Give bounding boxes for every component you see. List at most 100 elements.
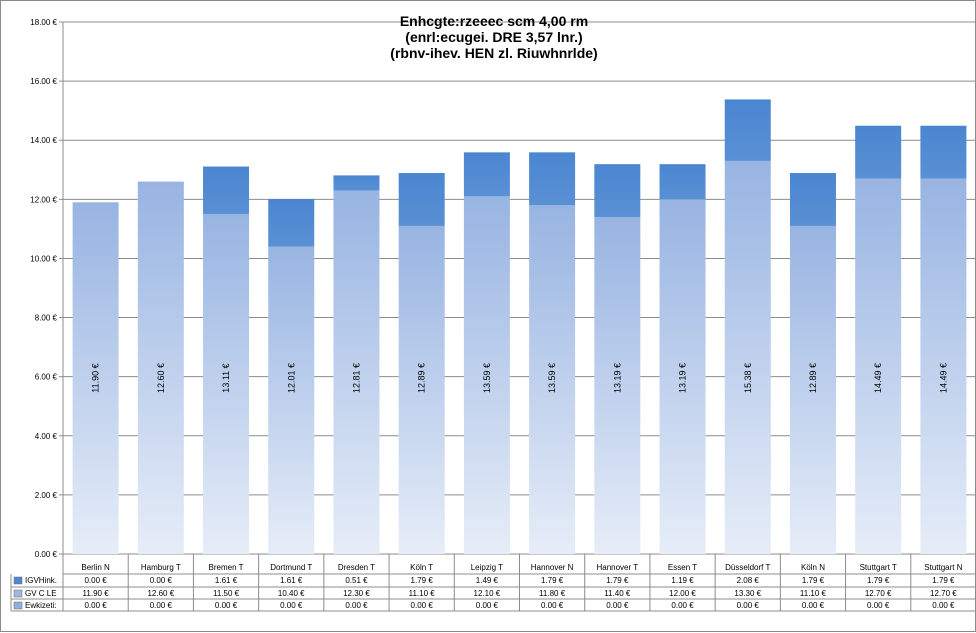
table-cell: 0.00 € (476, 601, 499, 610)
bar-total-label: 12.89 € (417, 363, 427, 393)
bar-total-label: 12.81 € (351, 363, 361, 393)
bar-segment-gv-c-le (268, 246, 315, 554)
category-label: Dresden T (338, 563, 375, 572)
table-cell: 13.30 € (734, 589, 761, 598)
bar-segment-igvhink (203, 166, 250, 215)
table-cell: 1.79 € (606, 576, 629, 585)
table-cell: 0.00 € (215, 601, 238, 610)
bar-segment-gv-c-le (789, 225, 836, 554)
table-cell: 0.00 € (671, 601, 694, 610)
table-cell: 11.90 € (83, 589, 110, 598)
bar-segment-gv-c-le (137, 181, 184, 554)
bar-total-label: 13.19 € (612, 363, 622, 393)
table-cell: 1.49 € (476, 576, 499, 585)
table-cell: 12.00 € (669, 589, 696, 598)
y-tick-label: 4.00 € (35, 432, 58, 441)
bar-segment-gv-c-le (203, 214, 250, 554)
legend-swatch (13, 576, 23, 585)
bar-segment-igvhink (659, 164, 706, 200)
bar-total-label: 14.49 € (873, 363, 883, 393)
legend-label: Ewkizeti: (25, 601, 57, 610)
table-cell: 1.79 € (541, 576, 564, 585)
category-label: Hamburg T (141, 563, 181, 572)
bar-segment-gv-c-le (855, 178, 902, 554)
bar-total-label: 13.59 € (482, 363, 492, 393)
bar-total-label: 15.38 € (743, 363, 753, 393)
bar-segment-gv-c-le (398, 225, 445, 554)
table-cell: 10.40 € (278, 589, 305, 598)
category-label: Leipzig T (471, 563, 503, 572)
gridlines (59, 21, 976, 555)
bar-segment-igvhink (529, 152, 576, 206)
table-cell: 0.00 € (150, 576, 173, 585)
bar-segment-gv-c-le (72, 202, 119, 555)
bar-segment-igvhink (855, 125, 902, 179)
table-cell: 1.61 € (215, 576, 238, 585)
bar-total-label: 11.90 € (91, 363, 101, 392)
bar-segment-gv-c-le (594, 217, 641, 555)
chart-title-line-1: Enhcgte:rzeeec scm 4,00 rm (400, 13, 588, 29)
table-cell: 11.40 € (604, 589, 631, 598)
bar-total-label: 12.89 € (808, 363, 818, 393)
table-cell: 0.00 € (867, 601, 890, 610)
table-cell: 0.00 € (150, 601, 173, 610)
bar-segment-gv-c-le (724, 160, 771, 554)
table-cell: 0.00 € (345, 601, 368, 610)
table-cell: 0.00 € (411, 601, 434, 610)
y-tick-label: 18.00 € (30, 18, 57, 27)
table-cell: 11.10 € (409, 589, 436, 598)
table-cell: 11.80 € (539, 589, 566, 598)
y-tick-label: 8.00 € (35, 314, 58, 323)
table-cell: 0.00 € (84, 576, 107, 585)
bar-segment-igvhink (463, 152, 510, 197)
bar-total-label: 13.11 € (221, 363, 231, 392)
category-label: Dortmund T (270, 563, 312, 572)
bar-segment-gv-c-le (920, 178, 967, 554)
bar-segment-igvhink (594, 164, 641, 218)
bar-segment-igvhink (398, 173, 445, 226)
chart-title-line-3: (rbnv-ihev. HEN zl. Riuwhnrlde) (390, 45, 597, 61)
table-cell: 11.50 € (213, 589, 240, 598)
table-cell: 0.00 € (932, 601, 955, 610)
bar-segment-gv-c-le (333, 190, 380, 554)
y-tick-label: 14.00 € (30, 136, 57, 145)
table-cell: 12.10 € (474, 589, 501, 598)
bar-total-label: 12.60 € (156, 363, 166, 393)
bar-segment-igvhink (333, 175, 380, 191)
y-tick-label: 2.00 € (35, 491, 58, 500)
table-cell: 1.61 € (280, 576, 303, 585)
table-cell: 1.19 € (671, 576, 694, 585)
category-label: Hannover T (596, 563, 638, 572)
legend-swatch (13, 601, 23, 610)
y-tick-label: 6.00 € (35, 373, 58, 382)
bar-total-labels: 11.90 € 12.60 € 13.11 € 12.01 € 12.81 € 12.89… (91, 363, 949, 393)
y-tick-label: 0.00 € (35, 550, 58, 559)
table-cell: 12.70 € (930, 589, 957, 598)
table-cell: 0.00 € (280, 601, 303, 610)
y-tick-label: 10.00 € (30, 254, 57, 263)
table-cell: 0.51 € (345, 576, 368, 585)
chart-title: Enhcgte:rzeeec scm 4,00 rm (enrl:ecugei.… (390, 13, 597, 61)
bars (72, 99, 967, 555)
legend-label: IGVHink. (25, 576, 57, 585)
legend-label: GV C LE (25, 589, 57, 598)
category-label: Köln N (801, 563, 825, 572)
bar-total-label: 14.49 € (938, 363, 948, 393)
bar-segment-igvhink (920, 125, 967, 179)
category-label: Berlin N (81, 563, 110, 572)
category-label: Essen T (668, 563, 697, 572)
bar-segment-igvhink (268, 199, 315, 247)
table-cell: 12.60 € (147, 589, 174, 598)
legend-swatch (13, 589, 23, 598)
y-axis-ticks: 0.00 € 2.00 € 4.00 € 6.00 € 8.00 € 10.00 € 12.… (30, 18, 57, 559)
table-cell: 1.79 € (932, 576, 955, 585)
bar-segment-igvhink (789, 173, 836, 226)
y-tick-label: 16.00 € (30, 77, 57, 86)
bar-total-label: 13.19 € (678, 363, 688, 393)
table-cell: 0.00 € (737, 601, 760, 610)
bar-segment-gv-c-le (529, 205, 576, 554)
table-cell: 12.70 € (865, 589, 892, 598)
chart-title-line-2: (enrl:ecugei. DRE 3,57 lnr.) (405, 29, 582, 45)
table-cell: 0.00 € (84, 601, 107, 610)
